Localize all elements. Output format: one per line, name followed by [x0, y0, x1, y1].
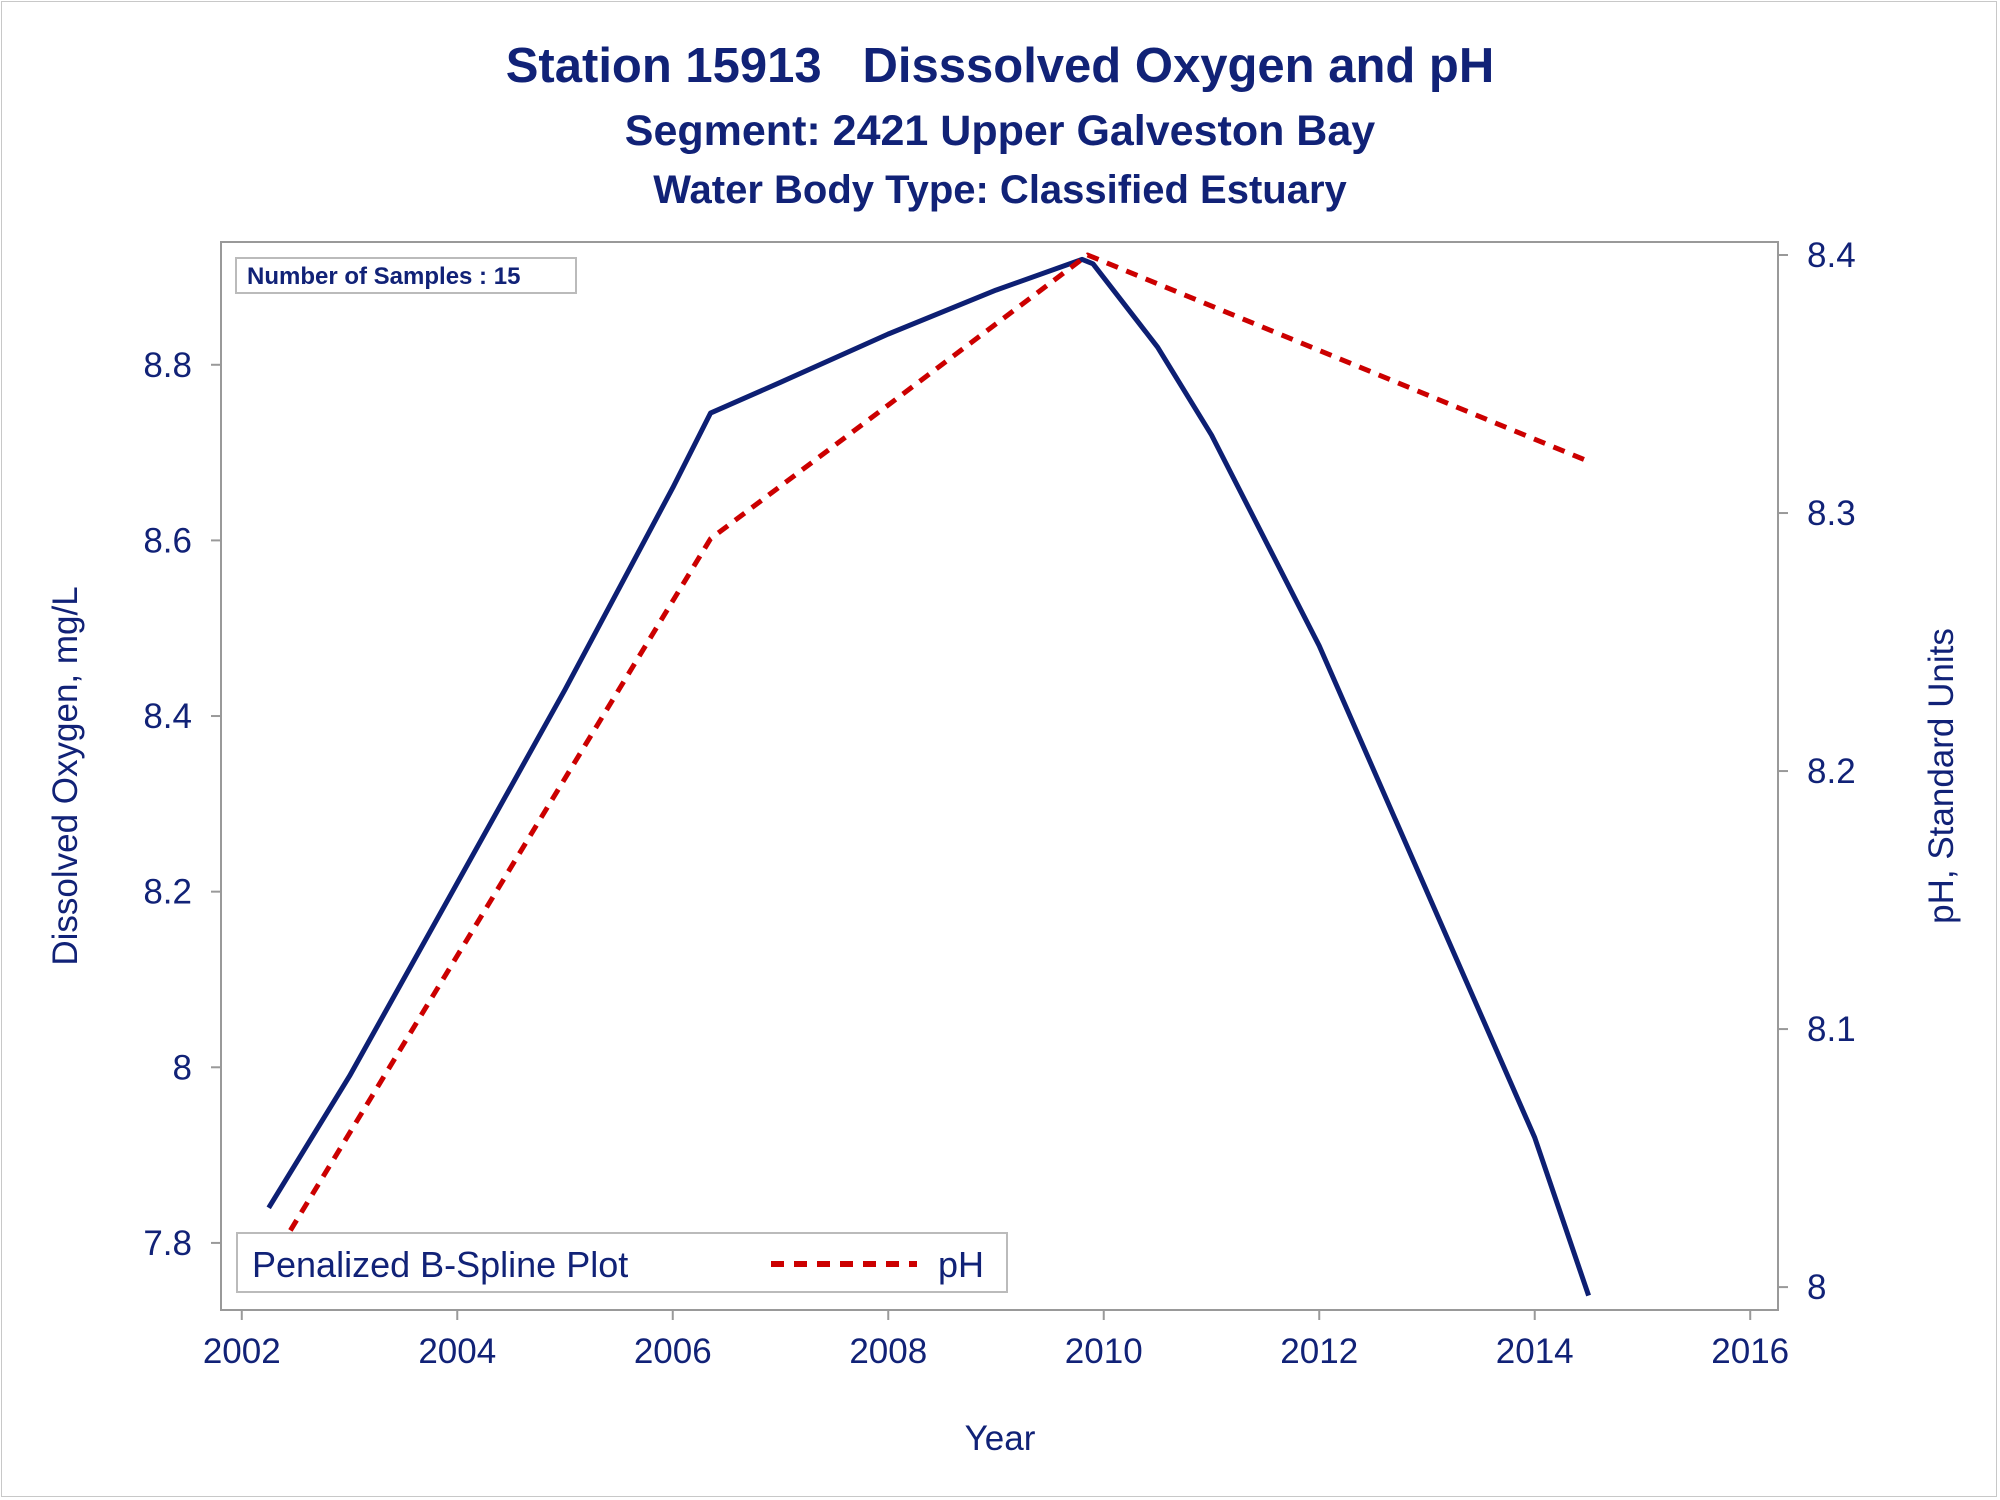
chart-subtitle-segment: Segment: 2421 Upper Galveston Bay [624, 107, 1376, 155]
plot-area-border [220, 241, 1779, 1311]
x-tick-label: 2008 [849, 1332, 927, 1371]
sample-count-box: Number of Samples : 15 [235, 257, 577, 294]
chart-subtitle-water-body: Water Body Type: Classified Estuary [653, 168, 1347, 212]
y-axis-right: 8 8.1 8.2 8.3 8.4 [1778, 236, 1856, 1307]
y2-tick-label: 8.2 [1807, 752, 1856, 791]
legend-ph-label: pH [938, 1244, 984, 1285]
legend-title: Penalized B-Spline Plot [252, 1244, 628, 1285]
y-axis-title: Dissolved Oxygen, mg/L [46, 586, 85, 965]
y2-tick-label: 8 [1807, 1268, 1826, 1307]
y-tick-label: 8.4 [143, 697, 192, 736]
y-tick-label: 8 [173, 1048, 192, 1087]
x-tick-label: 2004 [418, 1332, 496, 1371]
x-tick-label: 2014 [1496, 1332, 1574, 1371]
legend-box [236, 1232, 1008, 1293]
y-tick-label: 8.6 [143, 521, 192, 560]
y2-tick-label: 8.1 [1807, 1010, 1856, 1049]
y2-tick-label: 8.4 [1807, 236, 1856, 275]
y2-tick-label: 8.3 [1807, 494, 1856, 533]
ph-series-line [277, 252, 1590, 1250]
chart-title: Station 15913 Disssolved Oxygen and pH [505, 39, 1495, 93]
series-layer [266, 252, 1591, 1297]
x-tick-label: 2010 [1065, 1332, 1143, 1371]
x-axis: 2002 2004 2006 2008 2010 2012 2014 2016 [203, 1310, 1789, 1371]
sample-count-label: Number of Samples : 15 [247, 263, 520, 290]
x-tick-label: 2012 [1280, 1332, 1358, 1371]
y-tick-label: 7.8 [143, 1224, 192, 1263]
x-tick-label: 2016 [1711, 1332, 1789, 1371]
y2-axis-title: pH, Standard Units [1922, 628, 1961, 924]
x-axis-title: Year [965, 1419, 1036, 1458]
x-tick-label: 2006 [634, 1332, 712, 1371]
y-tick-label: 8.2 [143, 873, 192, 912]
legend: Penalized B-Spline Plot pH [236, 1232, 1008, 1293]
y-tick-label: 8.8 [143, 346, 192, 385]
dissolved-oxygen-series-line [266, 256, 1591, 1297]
y-axis-left: 7.8 8 8.2 8.4 8.6 8.8 [143, 346, 221, 1263]
x-tick-label: 2002 [203, 1332, 281, 1371]
